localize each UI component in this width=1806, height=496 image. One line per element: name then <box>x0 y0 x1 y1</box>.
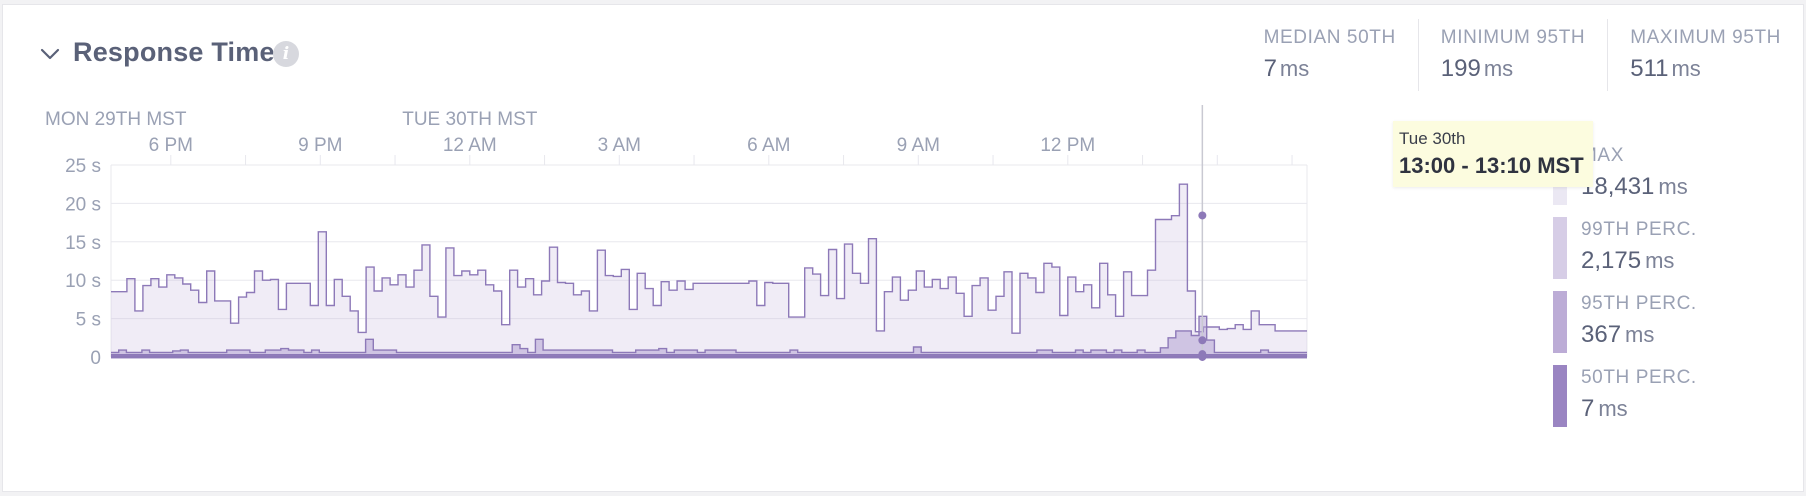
x-tick-label: 6 AM <box>747 135 790 156</box>
stat-maximum-95th: MAXIMUM 95TH 511 ms <box>1607 19 1803 91</box>
legend-label: 50TH PERC. <box>1581 367 1697 388</box>
x-tick-label: 6 PM <box>149 135 193 156</box>
stat-number: 7 <box>1263 55 1277 82</box>
y-tick-label: 10 s <box>65 271 101 292</box>
panel-title: Response Time <box>73 37 275 67</box>
summary-stats: MEDIAN 50TH 7 ms MINIMUM 95TH 199 ms MAXIM… <box>1242 19 1803 93</box>
stat-label: MINIMUM 95TH <box>1440 27 1586 48</box>
legend-item-99th[interactable]: 99TH PERC. 2,175 ms <box>1553 215 1793 289</box>
stat-unit: ms <box>1483 56 1514 81</box>
stat-value: 511 ms <box>1630 55 1781 83</box>
legend-number: 18,431 <box>1581 173 1655 200</box>
legend-number: 367 <box>1581 321 1622 348</box>
legend-label: 95TH PERC. <box>1581 293 1697 314</box>
stat-value: 199 ms <box>1441 55 1585 83</box>
day-label: TUE 30TH MST <box>402 109 538 130</box>
legend-unit: ms <box>1625 322 1655 347</box>
tooltip-date: Tue 30th <box>1399 129 1466 148</box>
legend-swatch <box>1553 217 1567 279</box>
y-tick-label: 0 <box>90 348 101 369</box>
day-label: MON 29TH MST <box>45 109 187 130</box>
series-p99-line <box>111 315 1307 354</box>
panel-header: Response Time i MEDIAN 50TH 7 ms MINIMUM … <box>3 5 1803 105</box>
y-tick-label: 20 s <box>65 194 101 215</box>
legend-unit: ms <box>1658 174 1688 199</box>
legend-value: 367 ms <box>1581 321 1654 349</box>
legend-number: 7 <box>1581 395 1595 422</box>
stat-label: MAXIMUM 95TH <box>1630 27 1781 48</box>
info-icon[interactable]: i <box>273 41 299 67</box>
series-max-line <box>111 183 1307 334</box>
legend-label: 99TH PERC. <box>1581 219 1697 240</box>
legend-unit: ms <box>1645 248 1675 273</box>
legend-unit: ms <box>1598 396 1628 421</box>
stat-unit: ms <box>1279 56 1310 81</box>
response-time-chart[interactable]: 25 s 20 s 15 s 10 s 5 s 0 6 PM 9 PM 12 AM 3 AM 6 A… <box>3 105 1533 425</box>
legend-value: 2,175 ms <box>1581 247 1674 275</box>
response-time-panel: Response Time i MEDIAN 50TH 7 ms MINIMUM … <box>2 4 1804 492</box>
series-max-area <box>111 184 1307 357</box>
legend-swatch <box>1553 365 1567 427</box>
stat-label: MEDIAN 50TH <box>1263 27 1396 48</box>
x-tick-label: 9 AM <box>897 135 940 156</box>
stat-median-50th: MEDIAN 50TH 7 ms <box>1242 19 1418 91</box>
y-tick-label: 5 s <box>76 310 101 331</box>
cursor-point-p99 <box>1198 336 1207 345</box>
cursor-point-p50 <box>1198 352 1207 361</box>
x-tick-label: 9 PM <box>298 135 342 156</box>
x-tick-label: 12 PM <box>1040 135 1095 156</box>
stat-unit: ms <box>1671 56 1701 81</box>
tooltip-range: 13:00 - 13:10 MST <box>1399 153 1584 178</box>
series-p99-area <box>111 316 1307 357</box>
legend-value: 7 ms <box>1581 395 1628 423</box>
x-tick-label: 3 AM <box>598 135 641 156</box>
y-tick-label: 25 s <box>65 156 101 177</box>
legend-value: 18,431 ms <box>1581 173 1688 201</box>
stat-number: 511 <box>1630 55 1669 82</box>
y-tick-label: 15 s <box>65 233 101 254</box>
legend-swatch <box>1553 291 1567 353</box>
x-tick-label: 12 AM <box>443 135 497 156</box>
legend-item-50th[interactable]: 50TH PERC. 7 ms <box>1553 363 1793 437</box>
stat-number: 199 <box>1440 55 1481 82</box>
stat-value: 7 ms <box>1264 55 1396 83</box>
stat-minimum-95th: MINIMUM 95TH 199 ms <box>1417 19 1607 91</box>
legend-number: 2,175 <box>1581 247 1642 274</box>
legend-item-95th[interactable]: 95TH PERC. 367 ms <box>1553 289 1793 363</box>
chart-tooltip: Tue 30th 13:00 - 13:10 MST <box>1393 121 1593 187</box>
cursor-point-max <box>1198 211 1207 220</box>
chevron-down-icon[interactable] <box>39 43 61 65</box>
